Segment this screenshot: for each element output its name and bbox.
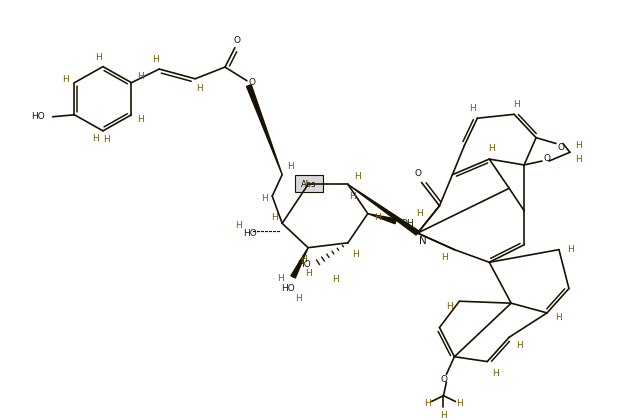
Text: H: H <box>469 104 476 113</box>
Text: H: H <box>441 253 448 262</box>
Text: O: O <box>234 36 241 45</box>
Text: H: H <box>516 341 523 349</box>
Text: O: O <box>441 375 448 383</box>
Text: H: H <box>575 141 582 150</box>
Text: H: H <box>333 276 340 284</box>
Text: H: H <box>305 270 311 278</box>
Text: H: H <box>261 194 268 202</box>
Text: O: O <box>414 169 421 178</box>
Text: O: O <box>544 154 551 163</box>
Text: H: H <box>62 75 69 84</box>
Text: H: H <box>271 213 277 222</box>
Text: H: H <box>96 53 102 62</box>
Text: H: H <box>137 72 144 81</box>
Text: H: H <box>349 192 356 201</box>
Text: HO: HO <box>31 112 45 121</box>
Text: H: H <box>555 313 562 322</box>
Text: H: H <box>235 221 242 230</box>
Text: HO: HO <box>297 260 311 269</box>
Text: H: H <box>300 255 306 264</box>
Polygon shape <box>291 248 308 278</box>
Polygon shape <box>368 214 396 224</box>
Text: H: H <box>137 115 144 124</box>
Text: H: H <box>575 155 582 164</box>
Text: H: H <box>416 209 423 218</box>
Text: H: H <box>440 411 447 420</box>
Text: H: H <box>277 274 284 284</box>
Text: O: O <box>557 143 564 152</box>
Text: O: O <box>248 78 256 87</box>
Text: H: H <box>456 399 463 408</box>
Text: H: H <box>352 250 360 259</box>
Polygon shape <box>247 85 282 175</box>
Text: HO: HO <box>243 228 257 238</box>
Text: H: H <box>152 55 159 64</box>
Text: H: H <box>196 84 202 93</box>
Text: OH: OH <box>401 219 415 228</box>
Text: H: H <box>424 399 431 408</box>
Text: Abs: Abs <box>301 180 317 189</box>
Text: H: H <box>492 369 499 378</box>
Text: H: H <box>287 163 293 171</box>
Text: H: H <box>488 144 494 153</box>
Text: HO: HO <box>281 284 295 293</box>
Text: H: H <box>568 245 575 254</box>
Polygon shape <box>348 184 419 235</box>
Text: N: N <box>419 236 426 246</box>
FancyBboxPatch shape <box>295 175 323 192</box>
Text: H: H <box>354 172 361 181</box>
Text: H: H <box>295 294 302 303</box>
Text: H: H <box>446 302 453 311</box>
Text: H: H <box>92 134 100 143</box>
Text: H: H <box>513 100 519 109</box>
Text: H: H <box>103 135 110 144</box>
Text: H: H <box>374 213 381 222</box>
